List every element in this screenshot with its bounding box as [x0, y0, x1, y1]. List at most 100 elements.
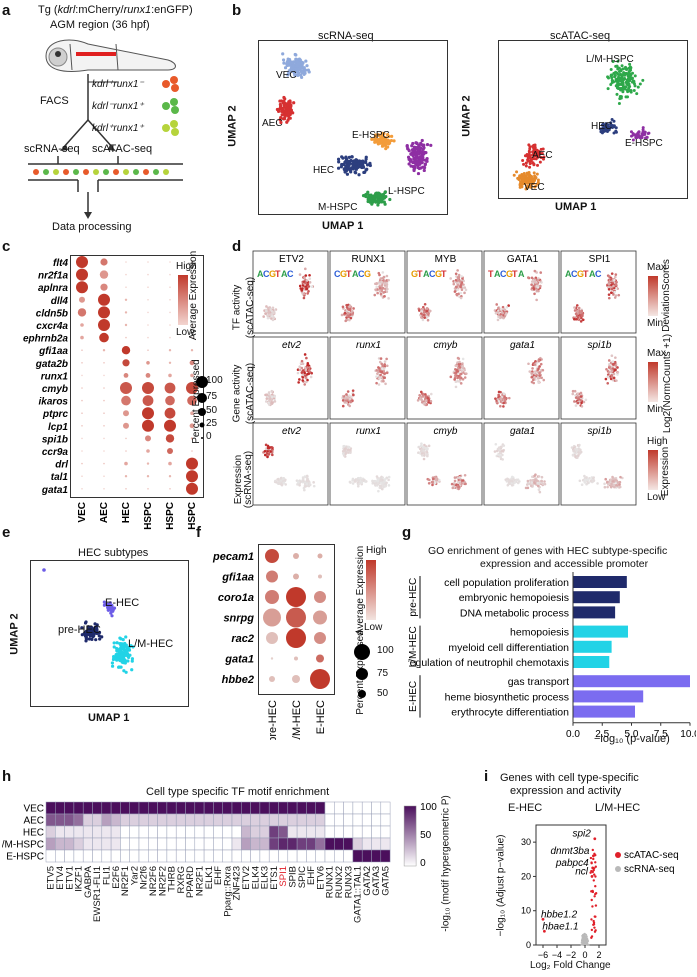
cell-point: [577, 451, 580, 454]
cell-point: [609, 377, 613, 381]
gene-label: drl: [55, 460, 68, 471]
heatmap-cell: [73, 849, 84, 863]
umap-cell: [623, 87, 627, 91]
colorbar-tick: 100: [420, 802, 437, 813]
cluster-label-vec: VEC: [276, 70, 297, 81]
cell-point: [271, 453, 274, 457]
cell-point: [265, 305, 268, 308]
f-legend-low: Low: [364, 622, 383, 633]
umap-cell: [283, 66, 288, 70]
umap-cell: [518, 183, 522, 187]
gene-label: hbae1.1: [542, 921, 578, 932]
umap-cell: [628, 79, 632, 83]
cell-point: [345, 306, 349, 309]
cell-point: [459, 291, 463, 295]
i-title-2: expression and activity: [510, 785, 622, 797]
heatmap-cell: [194, 849, 205, 863]
gene-label: gfi1aa: [38, 346, 68, 357]
dot-mark: [146, 449, 150, 453]
umap-cell: [618, 94, 622, 98]
heatmap-cell: [343, 849, 354, 863]
volcano-point: [594, 875, 597, 878]
cell-point: [381, 476, 384, 480]
dot-mark: [293, 573, 299, 580]
cell-point: [373, 293, 377, 297]
cell-point: [305, 287, 309, 291]
motif-letter: C: [429, 269, 436, 279]
cell-point: [497, 315, 500, 319]
cell-point: [377, 271, 381, 275]
cell-point: [376, 372, 379, 375]
cell-point: [586, 478, 590, 482]
umap-cell: [374, 200, 378, 204]
cell-point: [341, 450, 345, 453]
heatmap-cell: [73, 825, 84, 839]
cell-point: [350, 395, 353, 399]
cell-point: [449, 375, 453, 379]
cell-point: [452, 282, 456, 286]
cell-point: [266, 450, 269, 453]
umap-cell: [638, 82, 642, 86]
d-leg1-gradient: [648, 276, 658, 316]
cell-point: [303, 353, 307, 356]
cell-point: [356, 484, 360, 488]
cell-point: [533, 375, 536, 379]
umap-cell: [530, 179, 534, 183]
cell-point: [304, 281, 308, 285]
cell-point: [495, 449, 499, 453]
umap-cell: [606, 123, 610, 127]
heatmap-cell: [278, 837, 289, 851]
cell-point: [530, 380, 534, 384]
cell-point: [360, 481, 364, 485]
cell-point: [453, 482, 456, 485]
heatmap-cell: [64, 825, 75, 839]
umap-cell: [414, 146, 419, 150]
umap-cell: [539, 155, 543, 159]
heatmap-col-label: E2F6: [111, 866, 122, 889]
heatmap-cell: [203, 825, 214, 839]
cell-point: [613, 278, 616, 282]
umap-cell: [295, 64, 300, 68]
umap-scatac-plot: [498, 40, 688, 199]
column-label: E-HSPC: [187, 502, 198, 530]
cell-point: [533, 482, 536, 485]
umap-cell: [613, 74, 617, 78]
cell-point: [573, 306, 576, 309]
cell-point: [379, 292, 383, 296]
dot-mark: [191, 261, 193, 263]
cell-point: [421, 395, 425, 398]
umap-cell: [307, 70, 311, 74]
umap-cell: [644, 136, 648, 140]
umap-cell: [411, 141, 415, 146]
heatmap-cell: [287, 837, 298, 851]
cell-point: [463, 286, 467, 289]
umap-cell: [519, 175, 523, 179]
heatmap-cell: [352, 813, 363, 827]
d-leg1-max: Max: [647, 262, 666, 273]
cell-point: [571, 454, 575, 457]
cell-point: [543, 482, 547, 486]
cell-point: [435, 478, 438, 482]
umap-cell: [604, 128, 608, 132]
cell-point: [345, 393, 348, 396]
population-1-label: kdrl⁺runx1⁻: [92, 79, 144, 90]
dot-mark: [122, 359, 130, 367]
cell-point: [305, 366, 309, 369]
dot-mark: [103, 425, 105, 427]
d-row2-label-2: (scATAC-seq): [245, 362, 257, 425]
feature-title: GATA1: [507, 254, 539, 265]
umap-cell: [412, 157, 416, 161]
umap-cell: [98, 637, 102, 641]
cell-point: [299, 362, 303, 365]
dot-mark: [165, 395, 175, 406]
heatmap-cell: [324, 849, 335, 863]
volcano-point: [587, 943, 590, 946]
cell-point: [618, 483, 621, 486]
cell-point: [437, 478, 441, 482]
cell-point: [463, 291, 466, 295]
umap-cell: [372, 137, 377, 142]
cell-point: [537, 488, 541, 491]
go-term-label: cell population proliferation: [444, 577, 569, 589]
feature-cell: [406, 422, 483, 506]
cell-point: [296, 483, 299, 486]
